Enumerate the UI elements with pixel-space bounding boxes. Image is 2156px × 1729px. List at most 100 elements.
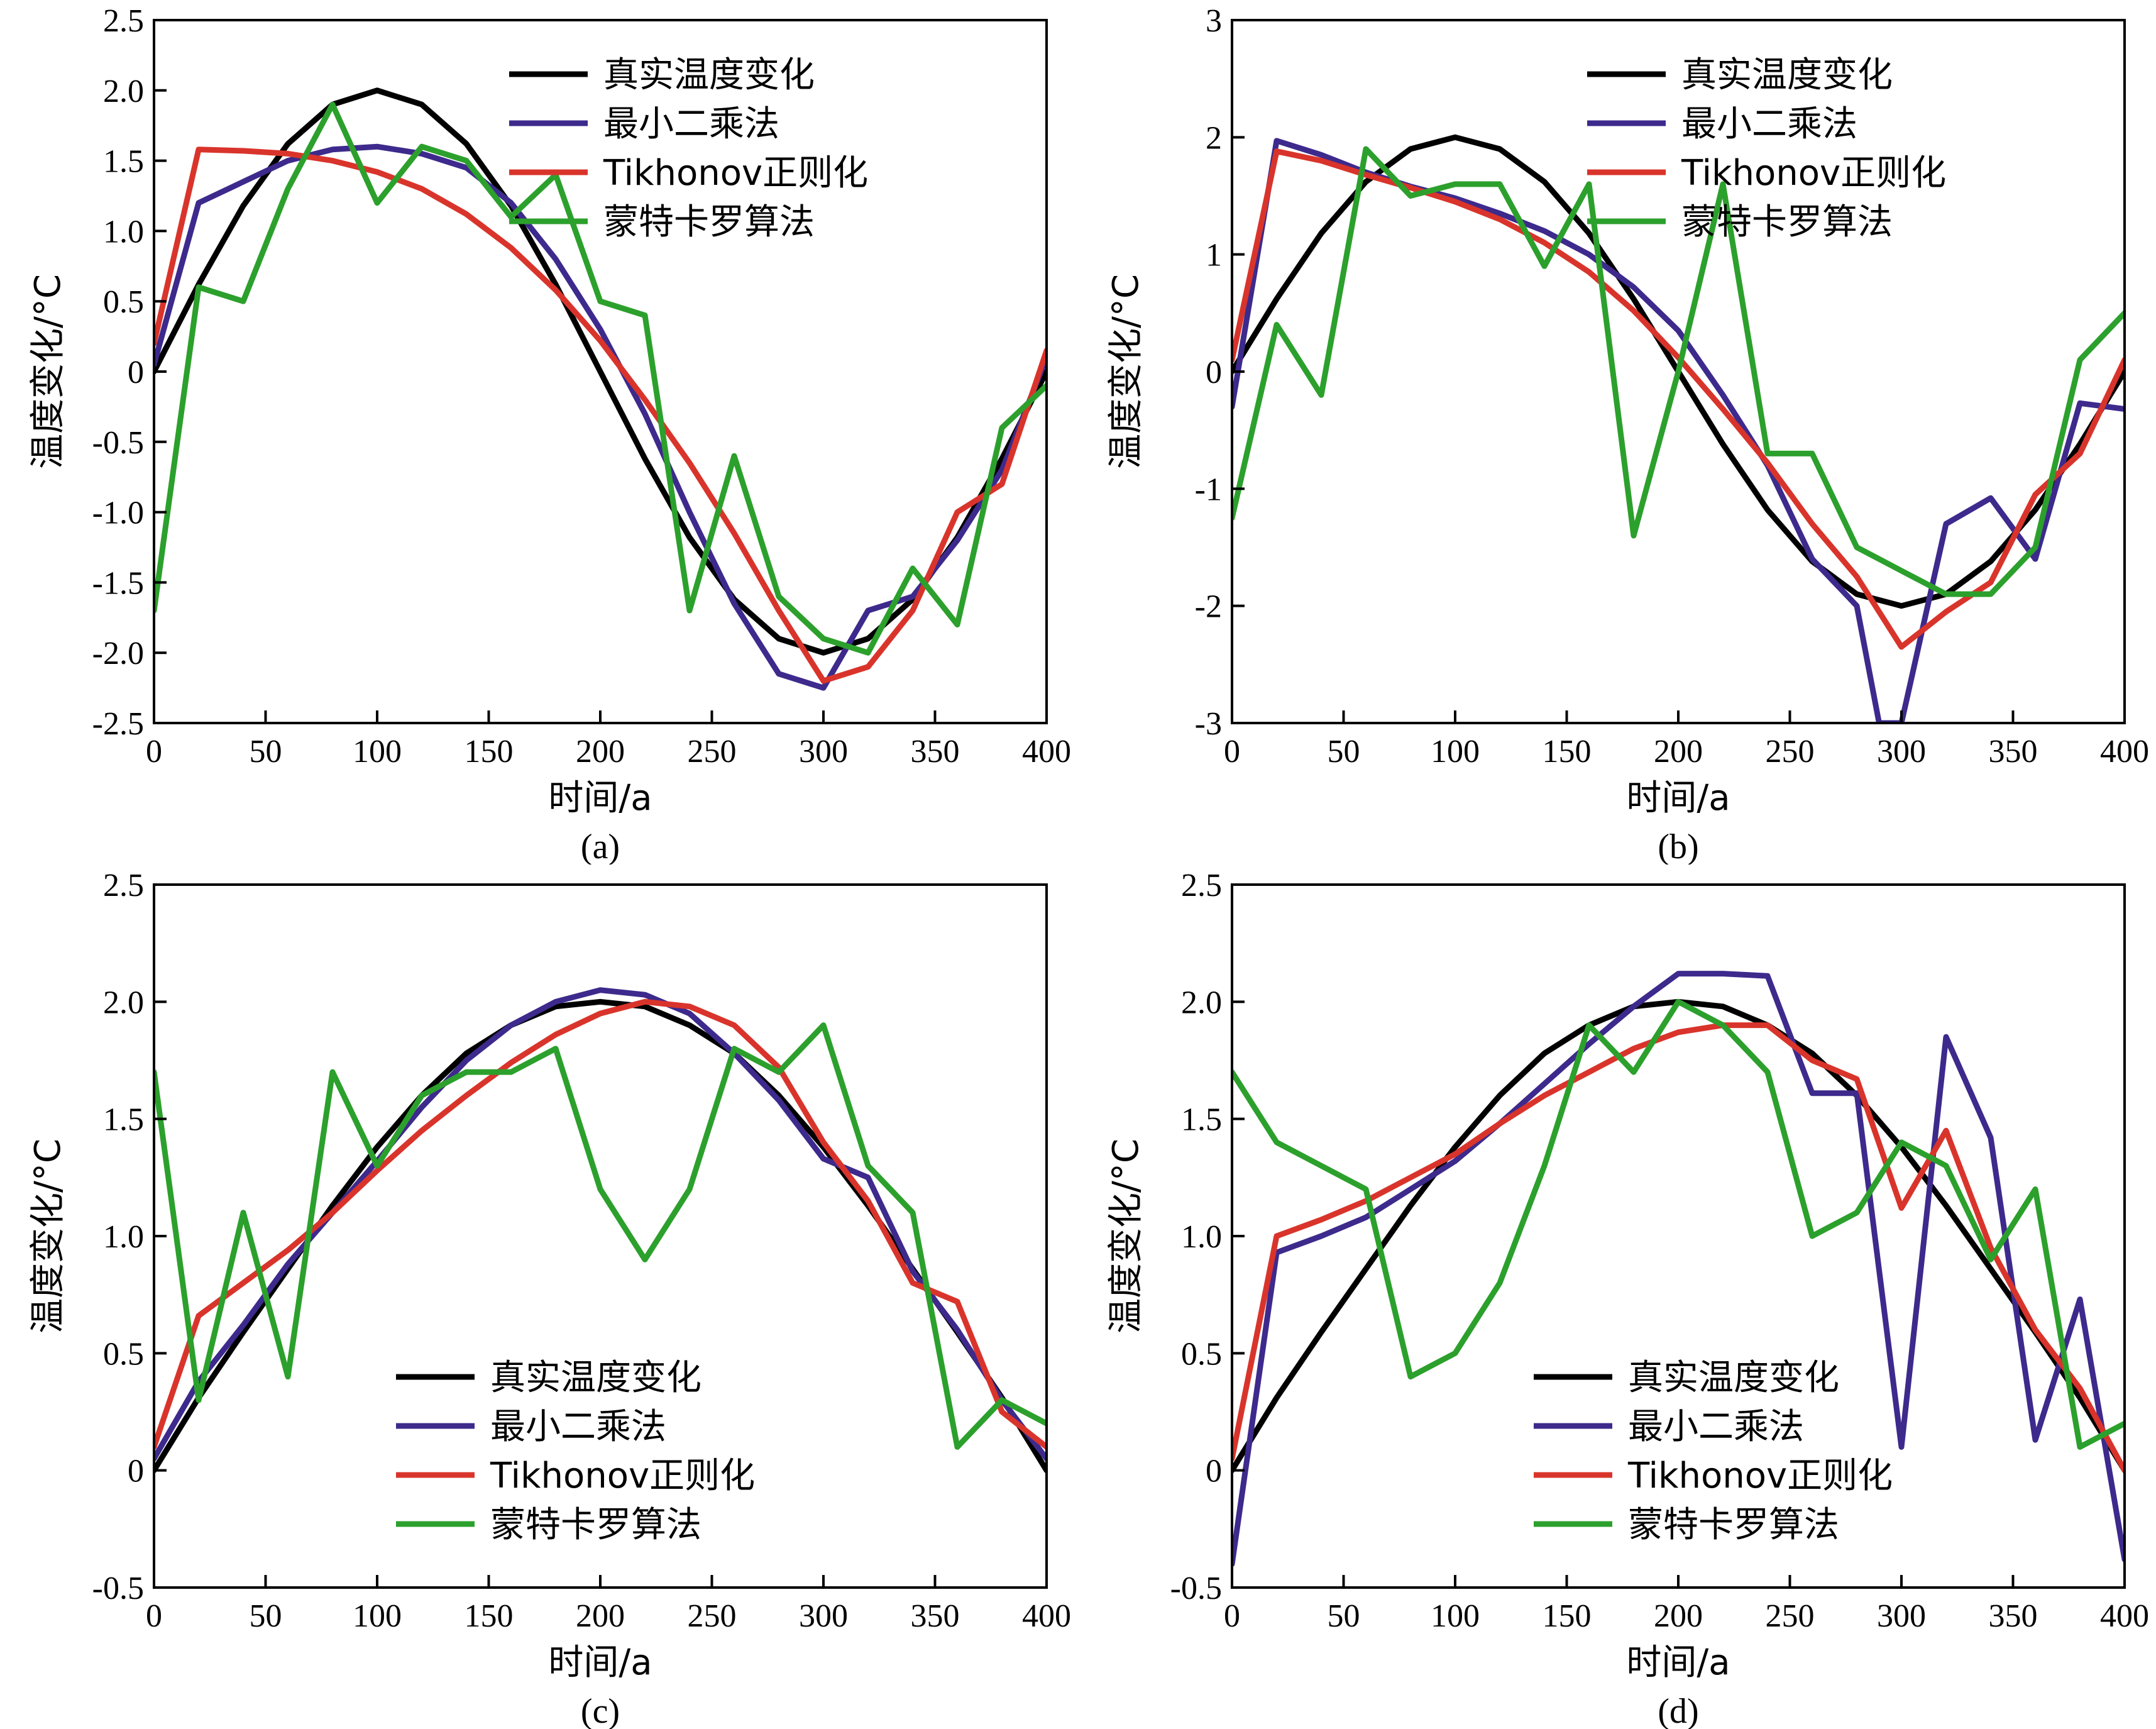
x-axis-label: 时间/a xyxy=(1626,1642,1730,1683)
legend-label: 真实温度变化 xyxy=(603,55,815,96)
panel-label: (b) xyxy=(1658,827,1698,864)
series-line-monte-carlo xyxy=(1232,998,2125,1450)
chart-panel-c: 0 50 100 150 200 250 300 350 400-0.500.51.01.52.… xyxy=(28,868,1071,1729)
y-tick-label: 2.5 xyxy=(1181,868,1222,903)
x-tick-label: 300 xyxy=(1877,1598,1926,1634)
legend-label: Tikhonov正则化 xyxy=(603,153,868,194)
y-tick-label: -2.5 xyxy=(92,706,144,742)
legend-label: 最小二乘法 xyxy=(1628,1406,1804,1447)
series-line-least-squares xyxy=(1232,138,2125,723)
panel-label: (a) xyxy=(581,827,620,864)
y-tick-label: 1.0 xyxy=(103,214,144,250)
series-line-tikhonov xyxy=(1232,1022,2125,1474)
series-line-tikhonov xyxy=(1232,148,2125,650)
legend-label: 真实温度变化 xyxy=(1681,55,1893,96)
legend-label: 蒙特卡罗算法 xyxy=(1628,1505,1839,1545)
series-line-monte-carlo xyxy=(154,1022,1047,1450)
panel-label: (d) xyxy=(1658,1692,1698,1729)
x-tick-label: 400 xyxy=(2100,1598,2149,1634)
y-tick-label: -2.0 xyxy=(92,636,144,671)
y-tick-label: 0 xyxy=(128,355,144,390)
x-tick-label: 50 xyxy=(1328,1598,1360,1634)
y-tick-label: 2 xyxy=(1206,120,1222,156)
chart-panel-b: 0 50 100 150 200 250 300 350 400 -3 -2 -1 0 1 2 3 时间/a 温度… xyxy=(1106,3,2149,864)
x-tick-label: 0 xyxy=(1224,734,1240,770)
series-line-monte-carlo xyxy=(154,101,1047,656)
legend-label: 蒙特卡罗算法 xyxy=(603,202,815,243)
x-tick-label: 50 xyxy=(250,734,282,770)
x-tick-label: 400 xyxy=(1022,1598,1071,1634)
x-tick-label: 300 xyxy=(799,734,848,770)
x-tick-label: 400 xyxy=(2100,734,2149,770)
y-tick-label: 0 xyxy=(1206,355,1222,390)
x-tick-label: 200 xyxy=(576,1598,625,1634)
chart-panel-a: 0 50 100 150 200 250 300 350 400 -2.5 -2.0 -1.5 -1.0… xyxy=(28,3,1071,864)
series-line-monte-carlo xyxy=(1232,146,2125,597)
y-tick-label: -2 xyxy=(1195,589,1222,625)
x-tick-label: 350 xyxy=(1989,734,2038,770)
x-tick-label: 100 xyxy=(353,1598,402,1634)
x-tick-label: 50 xyxy=(1328,734,1360,770)
y-tick-label: 0 xyxy=(1206,1454,1222,1489)
x-tick-label: 150 xyxy=(1543,734,1592,770)
y-tick-label: -0.5 xyxy=(1170,1571,1222,1606)
series-group xyxy=(154,87,1047,691)
y-tick-label: 1 xyxy=(1206,238,1222,273)
x-tick-label: 0 xyxy=(146,734,162,770)
x-tick-label: 350 xyxy=(911,1598,960,1634)
y-tick-label: -0.5 xyxy=(92,1571,144,1606)
legend-label: Tikhonov正则化 xyxy=(1681,153,1946,194)
y-tick-label: -3 xyxy=(1195,706,1222,742)
x-tick-label: 350 xyxy=(1989,1598,2038,1634)
x-tick-label: 250 xyxy=(1766,1598,1815,1634)
y-tick-label: -1 xyxy=(1195,472,1222,507)
y-tick-label: -1.5 xyxy=(92,565,144,601)
y-axis-label: 温度变化/°C xyxy=(1106,274,1147,469)
x-tick-label: 150 xyxy=(1543,1598,1592,1634)
x-tick-label: 0 xyxy=(1224,1598,1240,1634)
series-group xyxy=(154,987,1047,1474)
y-tick-label: 3 xyxy=(1206,3,1222,39)
x-tick-label: 350 xyxy=(911,734,960,770)
legend-label: Tikhonov正则化 xyxy=(490,1456,755,1496)
y-tick-label: 2.0 xyxy=(103,74,144,109)
x-tick-label: 100 xyxy=(353,734,402,770)
legend-label: 蒙特卡罗算法 xyxy=(490,1505,701,1545)
y-tick-label: 0 xyxy=(128,1454,144,1489)
x-axis-label: 时间/a xyxy=(1626,778,1730,819)
legend-label: Tikhonov正则化 xyxy=(1627,1456,1893,1496)
x-tick-label: 250 xyxy=(688,734,737,770)
y-tick-label: 1.5 xyxy=(103,1102,144,1138)
x-tick-label: 100 xyxy=(1431,1598,1480,1634)
y-axis-label: 温度变化/°C xyxy=(1106,1139,1147,1334)
y-tick-label: 0.5 xyxy=(103,1336,144,1372)
y-tick-label: 2.5 xyxy=(103,3,144,39)
x-tick-label: 250 xyxy=(1766,734,1815,770)
x-tick-label: 150 xyxy=(465,734,514,770)
x-tick-label: 250 xyxy=(688,1598,737,1634)
y-tick-label: -1.0 xyxy=(92,495,144,531)
x-axis-label: 时间/a xyxy=(548,778,652,819)
legend-label: 蒙特卡罗算法 xyxy=(1681,202,1893,243)
x-tick-label: 0 xyxy=(146,1598,162,1634)
legend-label: 最小二乘法 xyxy=(1681,104,1857,145)
y-tick-label: 2.5 xyxy=(103,868,144,903)
panel-label: (c) xyxy=(581,1692,620,1729)
series-line-least-squares xyxy=(1232,971,2125,1567)
x-tick-label: 400 xyxy=(1022,734,1071,770)
series-line-tikhonov xyxy=(154,998,1047,1450)
x-tick-label: 300 xyxy=(799,1598,848,1634)
legend-label: 最小二乘法 xyxy=(603,104,779,145)
x-tick-label: 200 xyxy=(1654,734,1703,770)
y-axis-label: 温度变化/°C xyxy=(28,1139,69,1334)
x-tick-label: 50 xyxy=(250,1598,282,1634)
y-tick-label: 2.0 xyxy=(103,985,144,1020)
x-axis-label: 时间/a xyxy=(548,1642,652,1683)
x-tick-label: 300 xyxy=(1877,734,1926,770)
series-line-least-squares xyxy=(154,987,1047,1462)
series-line-true xyxy=(1232,998,2125,1474)
